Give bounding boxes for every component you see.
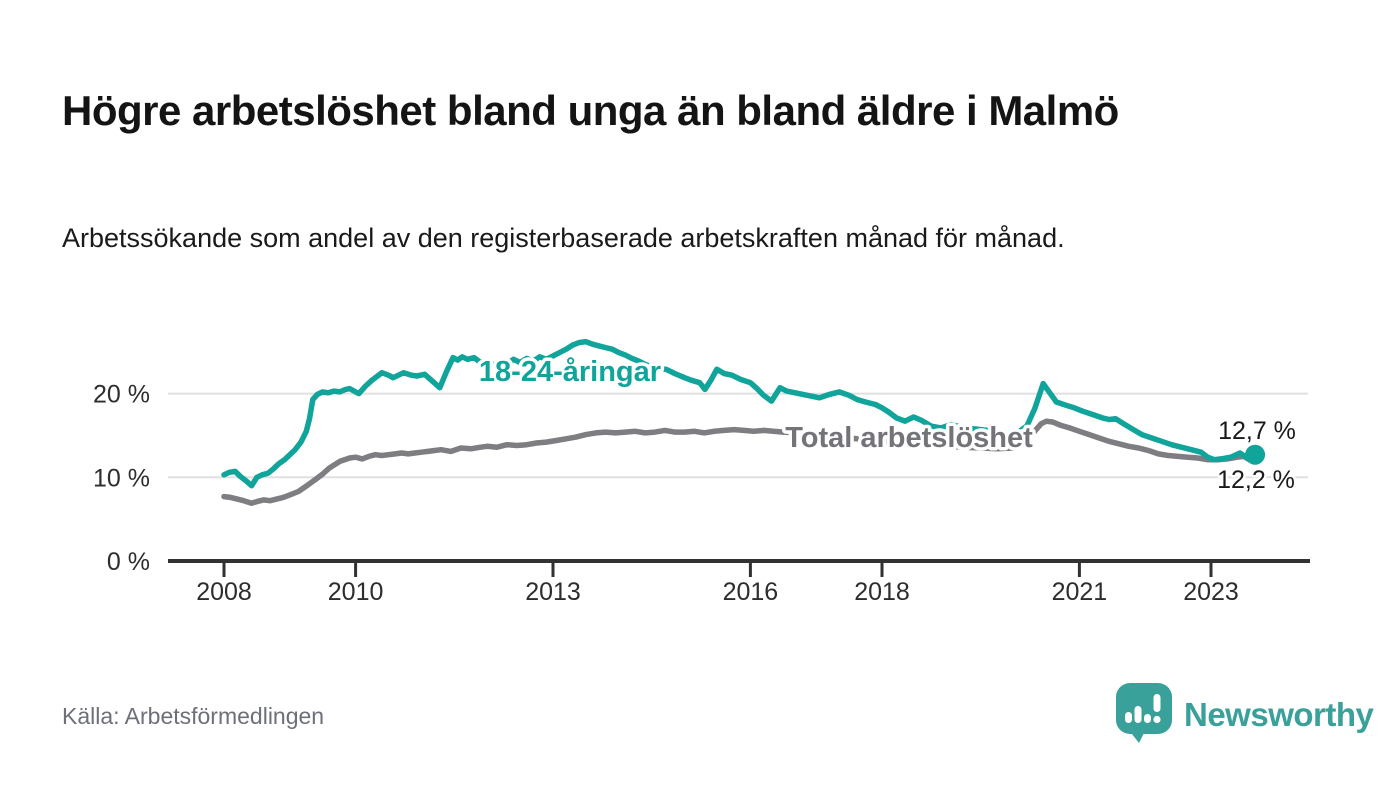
x-tick-label: 2013 (525, 578, 581, 606)
x-tick-label: 2021 (1052, 578, 1108, 606)
y-tick-label: 20 % (93, 381, 150, 409)
page-title: Högre arbetslöshet bland unga än bland ä… (62, 87, 1119, 135)
series-end-dot (1245, 444, 1266, 465)
x-tick-label: 2010 (328, 578, 384, 606)
x-tick-label: 2008 (196, 578, 252, 606)
x-tick-label: 2016 (723, 578, 779, 606)
chart-subtitle: Arbetssökande som andel av den registerb… (62, 223, 1065, 253)
source-caption: Källa: Arbetsförmedlingen (62, 703, 325, 729)
x-tick-label: 2023 (1183, 578, 1239, 606)
y-tick-label: 0 % (107, 548, 150, 576)
series-line-youth (221, 338, 1258, 489)
end-value-label-total: 12,2 % (1217, 466, 1295, 494)
x-tick-label: 2018 (854, 578, 910, 606)
end-value-label-youth: 12,7 % (1218, 417, 1296, 445)
series-line-total (221, 418, 1258, 506)
newsworthy-logo: Newsworthy (1113, 681, 1374, 748)
brand-name: Newsworthy (1184, 695, 1374, 733)
series-label-youth: 18-24-åringar (479, 356, 661, 388)
bar-chart-speech-bubble-icon (1113, 681, 1175, 748)
series-label-total: Total arbetslöshet (785, 422, 1033, 454)
y-tick-label: 10 % (93, 464, 150, 492)
